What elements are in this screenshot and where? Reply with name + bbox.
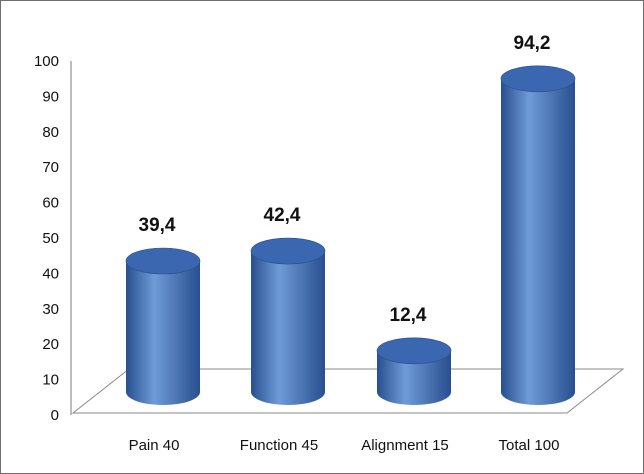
bar-4 [500, 65, 576, 405]
floor-plane [71, 368, 625, 414]
data-labels: 39,4 42,4 12,4 94,2 [139, 33, 551, 326]
y-tick-label: 30 [42, 301, 59, 318]
y-tick-label: 20 [42, 336, 59, 353]
bar-top [376, 337, 452, 365]
x-category-label: Alignment 15 [361, 437, 449, 454]
bar-3 [376, 337, 452, 405]
chart-floor [71, 368, 625, 414]
y-tick-label: 50 [42, 230, 59, 247]
y-tick-label: 70 [42, 159, 59, 176]
bar-top [250, 237, 326, 265]
bars [125, 65, 576, 405]
data-label: 12,4 [390, 305, 427, 326]
x-axis-labels: Pain 40 Function 45 Alignment 15 Total 100 [129, 437, 560, 454]
bar-body [377, 350, 451, 405]
y-tick-label: 40 [42, 265, 59, 282]
y-tick-label: 80 [42, 124, 59, 141]
data-label: 94,2 [514, 33, 551, 54]
x-category-label: Function 45 [240, 437, 318, 454]
data-label: 42,4 [264, 205, 301, 226]
bar-body [126, 260, 200, 405]
bar-2 [250, 237, 326, 405]
bar-body [251, 251, 325, 405]
y-tick-label: 90 [42, 88, 59, 105]
y-tick-label: 100 [34, 53, 59, 70]
y-tick-label: 60 [42, 195, 59, 212]
bar-top [125, 247, 201, 275]
y-axis-ticks: 0 10 20 30 40 50 60 70 80 90 100 [34, 53, 59, 424]
x-category-label: Pain 40 [129, 437, 180, 454]
bar-1 [125, 247, 201, 405]
x-category-label: Total 100 [499, 437, 560, 454]
y-tick-label: 10 [42, 372, 59, 389]
y-tick-label: 0 [51, 407, 59, 424]
bar-top [500, 65, 576, 93]
bar-body [501, 78, 575, 405]
data-label: 39,4 [139, 215, 176, 236]
